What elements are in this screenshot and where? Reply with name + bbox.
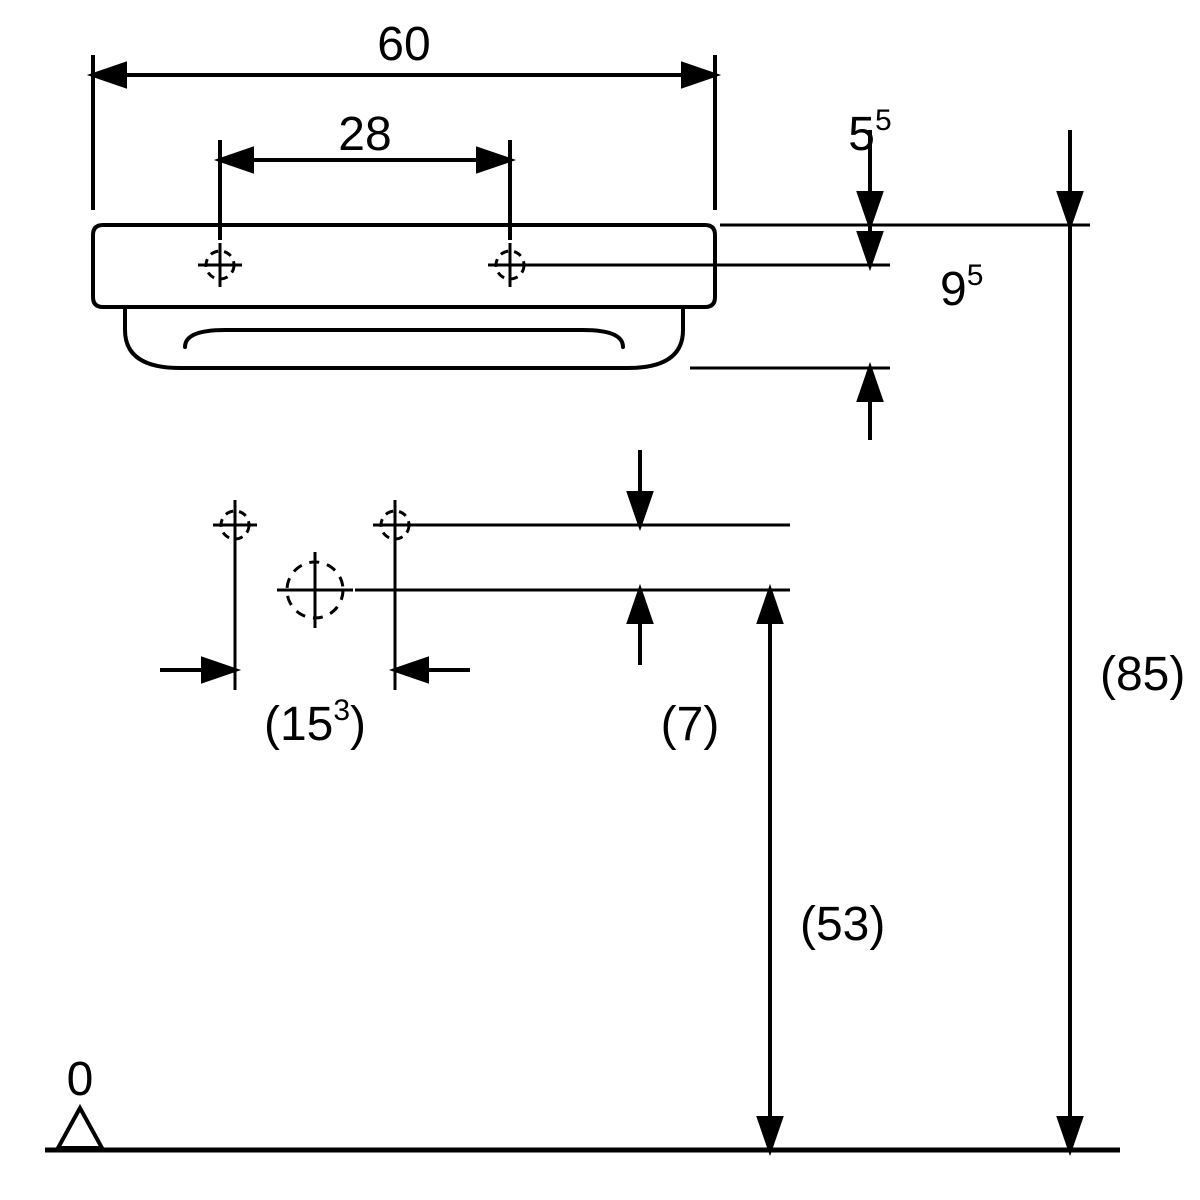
mid-ext [355,525,790,590]
technical-drawing: 60 28 55 95 (85) [0,0,1200,1200]
dim-9-label: 95 [940,259,983,316]
dim-15 [160,659,470,681]
basin-outline [93,225,715,368]
dim-7 [629,450,651,665]
dim-60 [93,55,715,210]
taphole-marks [198,243,532,287]
dim-60-label: 60 [377,18,430,71]
datum-zero: 0 [67,1053,94,1106]
dim-5 [859,130,881,440]
dim-53 [759,590,781,1150]
mid-centres [213,500,417,690]
dim-15-label: (153) [264,694,366,751]
right-ext [530,225,1090,368]
dim-7-label: (7) [661,698,720,751]
dim-85-label: (85) [1100,648,1185,701]
dim-85 [1059,130,1081,1150]
dim-5-label: 55 [848,104,891,161]
dim-28-label: 28 [338,108,391,161]
floor [45,1108,1120,1150]
dim-53-label: (53) [800,898,885,951]
